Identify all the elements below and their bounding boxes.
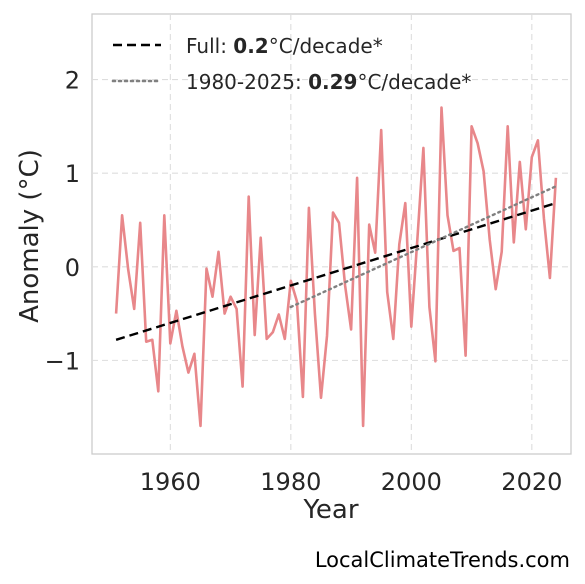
legend: Full: 0.2°C/decade* 1980-2025: 0.29°C/dec… xyxy=(111,34,471,94)
x-axis-title: Year xyxy=(302,495,358,525)
x-tick-label: 2020 xyxy=(501,468,562,496)
x-tick-label: 1960 xyxy=(140,468,201,496)
legend-label: Full: 0.2°C/decade* xyxy=(186,34,383,58)
plot-area: 1960 1980 2000 2020 −1 0 1 2 Full: 0.2°C/decade*… xyxy=(45,13,572,496)
full-trend-line xyxy=(115,201,557,341)
x-tick-label: 1980 xyxy=(260,468,321,496)
y-tick-label: 1 xyxy=(65,160,80,188)
anomaly-series-line xyxy=(114,106,558,428)
y-tick-label: 2 xyxy=(65,67,80,95)
y-axis-title: Anomaly (°C) xyxy=(15,149,45,323)
recent-trend-line xyxy=(289,185,558,309)
y-tick-label: 0 xyxy=(65,254,80,282)
y-tick-label: −1 xyxy=(45,347,80,375)
source-credit: LocalClimateTrends.com xyxy=(314,548,570,572)
x-tick-label: 2000 xyxy=(381,468,442,496)
legend-label: 1980-2025: 0.29°C/decade* xyxy=(186,70,471,94)
